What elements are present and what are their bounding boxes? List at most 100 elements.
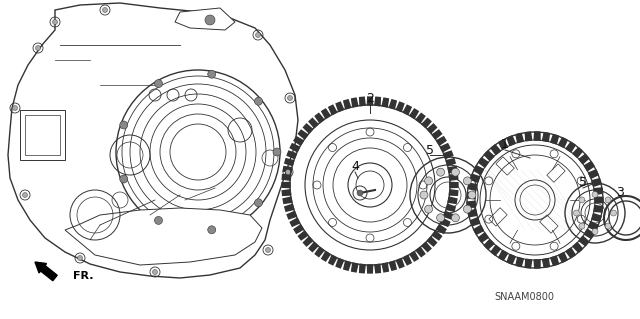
Polygon shape: [344, 261, 351, 270]
Polygon shape: [287, 211, 296, 219]
Polygon shape: [525, 132, 532, 141]
Polygon shape: [309, 118, 318, 128]
Polygon shape: [8, 3, 298, 278]
Polygon shape: [285, 159, 294, 166]
Polygon shape: [315, 247, 324, 256]
Polygon shape: [566, 248, 575, 258]
Polygon shape: [467, 201, 476, 207]
Circle shape: [592, 191, 598, 197]
Circle shape: [22, 192, 28, 197]
Polygon shape: [479, 158, 488, 167]
Text: FR.: FR.: [73, 271, 93, 281]
Polygon shape: [282, 182, 290, 188]
Polygon shape: [428, 237, 436, 246]
Polygon shape: [499, 250, 508, 260]
Polygon shape: [432, 231, 442, 240]
Polygon shape: [559, 253, 567, 262]
Polygon shape: [491, 245, 500, 255]
Polygon shape: [336, 259, 344, 268]
Polygon shape: [416, 247, 425, 256]
Polygon shape: [360, 97, 365, 106]
Polygon shape: [285, 204, 294, 211]
Polygon shape: [416, 114, 425, 123]
Polygon shape: [282, 190, 291, 195]
Polygon shape: [367, 265, 372, 273]
Text: 1: 1: [501, 138, 509, 152]
Polygon shape: [516, 133, 524, 143]
Bar: [20, 110, 65, 160]
Polygon shape: [551, 256, 559, 265]
Polygon shape: [303, 124, 313, 133]
Circle shape: [605, 223, 611, 229]
Circle shape: [152, 270, 157, 275]
Polygon shape: [534, 132, 540, 140]
Circle shape: [436, 214, 445, 222]
Polygon shape: [351, 263, 358, 272]
Polygon shape: [592, 214, 601, 221]
Circle shape: [579, 197, 585, 203]
Polygon shape: [516, 257, 524, 267]
Polygon shape: [436, 137, 446, 145]
Polygon shape: [344, 100, 351, 109]
Circle shape: [154, 216, 163, 224]
Circle shape: [573, 210, 579, 216]
Polygon shape: [507, 136, 515, 145]
Circle shape: [451, 168, 460, 176]
Polygon shape: [65, 208, 262, 265]
Polygon shape: [283, 197, 292, 204]
Polygon shape: [440, 218, 450, 226]
Text: 3: 3: [616, 186, 624, 198]
Polygon shape: [594, 205, 603, 212]
Polygon shape: [449, 174, 458, 180]
Polygon shape: [422, 118, 431, 128]
Text: 5: 5: [579, 176, 587, 189]
Polygon shape: [589, 170, 598, 178]
Polygon shape: [329, 105, 337, 115]
Circle shape: [605, 197, 611, 203]
Circle shape: [273, 148, 281, 156]
Circle shape: [579, 223, 585, 229]
Polygon shape: [290, 144, 300, 152]
Polygon shape: [484, 151, 494, 160]
Circle shape: [255, 199, 262, 207]
Polygon shape: [579, 236, 589, 246]
Polygon shape: [287, 151, 296, 159]
Circle shape: [592, 228, 598, 234]
Circle shape: [208, 70, 216, 78]
Polygon shape: [479, 233, 488, 242]
Circle shape: [463, 205, 472, 213]
Circle shape: [255, 33, 260, 38]
Bar: [540, 215, 558, 233]
Polygon shape: [470, 174, 480, 182]
Text: 4: 4: [351, 160, 359, 174]
Polygon shape: [382, 263, 388, 272]
Bar: [489, 208, 508, 226]
Polygon shape: [446, 159, 455, 166]
Polygon shape: [543, 258, 549, 267]
Polygon shape: [584, 229, 594, 238]
Polygon shape: [566, 142, 575, 152]
Polygon shape: [468, 210, 477, 217]
Polygon shape: [322, 109, 330, 118]
Polygon shape: [410, 252, 419, 261]
Circle shape: [468, 191, 476, 199]
Circle shape: [287, 95, 292, 100]
Polygon shape: [559, 138, 567, 147]
Polygon shape: [444, 211, 453, 219]
Circle shape: [13, 106, 17, 110]
Bar: [496, 157, 515, 175]
Text: 2: 2: [366, 92, 374, 105]
Polygon shape: [396, 259, 404, 268]
Polygon shape: [315, 114, 324, 123]
Polygon shape: [382, 98, 388, 107]
Polygon shape: [175, 8, 235, 30]
Polygon shape: [491, 145, 500, 155]
Polygon shape: [468, 183, 477, 190]
Polygon shape: [428, 124, 436, 133]
Circle shape: [77, 256, 83, 261]
Polygon shape: [474, 226, 483, 234]
Polygon shape: [448, 167, 457, 173]
Polygon shape: [543, 133, 549, 142]
Circle shape: [424, 205, 433, 213]
Bar: [547, 164, 565, 182]
